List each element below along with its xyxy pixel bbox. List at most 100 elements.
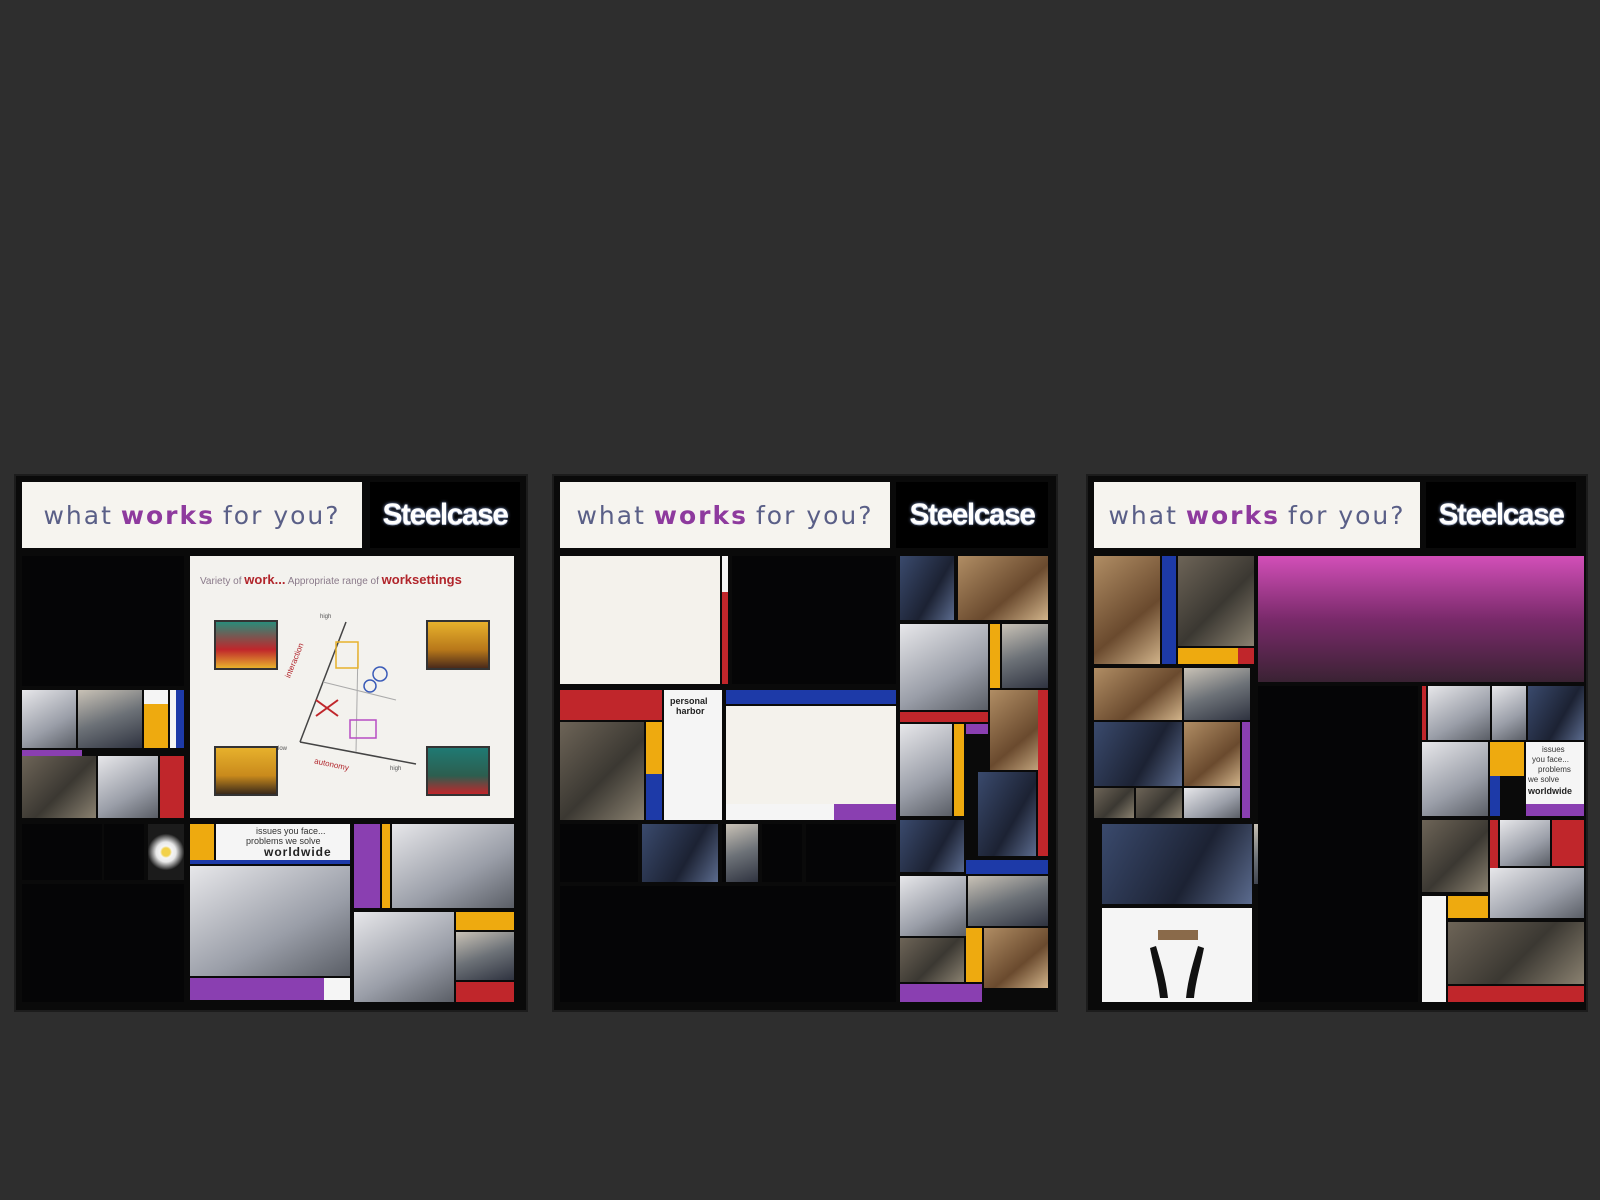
slogan-pre: what (43, 500, 113, 530)
workshop-photo (1448, 922, 1584, 984)
display-panel-3: what works for you? Steelcase issues you… (1086, 474, 1588, 1012)
color-bar (560, 690, 662, 720)
dark-tile (806, 824, 896, 882)
office-photo (642, 824, 718, 882)
quadrant-chart (299, 621, 417, 765)
color-bar (1162, 556, 1176, 664)
office-photo (1178, 556, 1254, 646)
color-bar (382, 824, 390, 908)
steelcase-logo: Steelcase (1426, 482, 1576, 548)
color-bar (990, 624, 1000, 688)
callout-line: issues you face... (256, 826, 326, 836)
worksettings-diagram: Variety of work... Appropriate range of … (190, 556, 514, 818)
satellite-dish-photo (900, 556, 954, 620)
slogan-emphasis: works (653, 500, 748, 530)
dark-tile (22, 884, 184, 1002)
worldwide-callout: issues you face... problems we solve wor… (216, 824, 350, 860)
office-sketch (560, 556, 720, 684)
office-photo (900, 624, 988, 710)
desk-photo (1094, 668, 1182, 720)
color-bar (646, 774, 662, 820)
color-bar (1242, 722, 1250, 818)
color-bar (726, 690, 896, 704)
slogan-banner: what works for you? (560, 482, 890, 548)
columns-photo (1094, 722, 1182, 786)
slogan-emphasis: works (120, 500, 215, 530)
harbor-photo (968, 876, 1048, 926)
color-bar (160, 756, 184, 818)
color-bar (966, 928, 982, 982)
office-photo (1500, 820, 1550, 866)
color-bar (1526, 804, 1584, 816)
slogan-pre: what (1108, 500, 1178, 530)
doorway-photo (900, 724, 952, 816)
display-panel-1: what works for you? Steelcase Variety of… (14, 474, 528, 1012)
personal-harbor-callout: personal harbor (664, 690, 722, 820)
lab-photo (190, 866, 350, 976)
chapel-photo (984, 928, 1048, 988)
river-photo (78, 690, 142, 748)
callout-line: we solve (1528, 775, 1560, 784)
callout-worldwide: worldwide (264, 845, 332, 859)
section-sketch (726, 706, 896, 804)
color-bar (1448, 896, 1488, 918)
dark-tile (762, 824, 802, 882)
victorian-house-photo (1422, 742, 1488, 816)
workstation-model-image (426, 746, 490, 796)
harbor-title: personal (670, 696, 708, 706)
color-bar (646, 722, 662, 774)
color-bar (722, 556, 728, 592)
hands-icon (1150, 930, 1204, 998)
display-panel-2: what works for you? Steelcase personal h… (552, 474, 1058, 1012)
slogan-post: for you? (756, 500, 874, 530)
office-photo (978, 772, 1036, 856)
color-bar (1490, 820, 1498, 892)
color-bar (324, 978, 350, 1000)
slogan-banner: what works for you? (22, 482, 362, 548)
person-chair-photo (22, 756, 96, 818)
color-bar (354, 824, 380, 908)
diagram-title: Variety of work... Appropriate range of … (200, 572, 462, 587)
workstation-model-image (426, 620, 490, 670)
tulips-photo (1528, 686, 1584, 740)
office-photo (1136, 788, 1182, 818)
axis-low: low (278, 746, 288, 752)
pink-office-photo (1258, 556, 1584, 682)
color-bar (1422, 896, 1446, 1002)
slogan-post: for you? (223, 500, 341, 530)
office-photo (900, 938, 964, 982)
color-bar (1178, 648, 1238, 664)
daisy-photo (148, 824, 184, 880)
meeting-photo (1490, 868, 1584, 918)
vineyard-photo (456, 932, 514, 980)
chair-photo (1492, 686, 1526, 740)
chair-photo (22, 690, 76, 748)
chair-back-photo (1184, 722, 1240, 786)
color-bar (834, 804, 896, 820)
callout-line: issues (1542, 745, 1565, 754)
landscape-photo (900, 820, 964, 872)
color-bar (22, 750, 82, 756)
slogan-pre: what (576, 500, 646, 530)
issues-callout: issues you face... problems we solve wor… (1526, 742, 1584, 804)
workstation-model-image (214, 620, 278, 670)
axis-high-y: high (320, 614, 332, 620)
color-bar (726, 804, 834, 820)
dark-tile (560, 824, 638, 882)
color-bar (900, 712, 988, 722)
color-bar (1422, 686, 1426, 740)
dark-tile (722, 824, 726, 882)
dark-tile (1258, 686, 1418, 1002)
color-bar (144, 704, 168, 748)
wood-chair-photo (1094, 556, 1160, 664)
callout-line: you face... (1532, 755, 1569, 764)
dark-tile (104, 824, 144, 880)
color-bar (966, 724, 988, 734)
office-photo (1428, 686, 1490, 740)
color-bar (190, 824, 214, 860)
tower-photo (726, 824, 758, 882)
tree-photo (1002, 624, 1048, 688)
color-bar (1552, 820, 1584, 866)
dark-tile (560, 886, 896, 1002)
slogan-post: for you? (1288, 500, 1406, 530)
